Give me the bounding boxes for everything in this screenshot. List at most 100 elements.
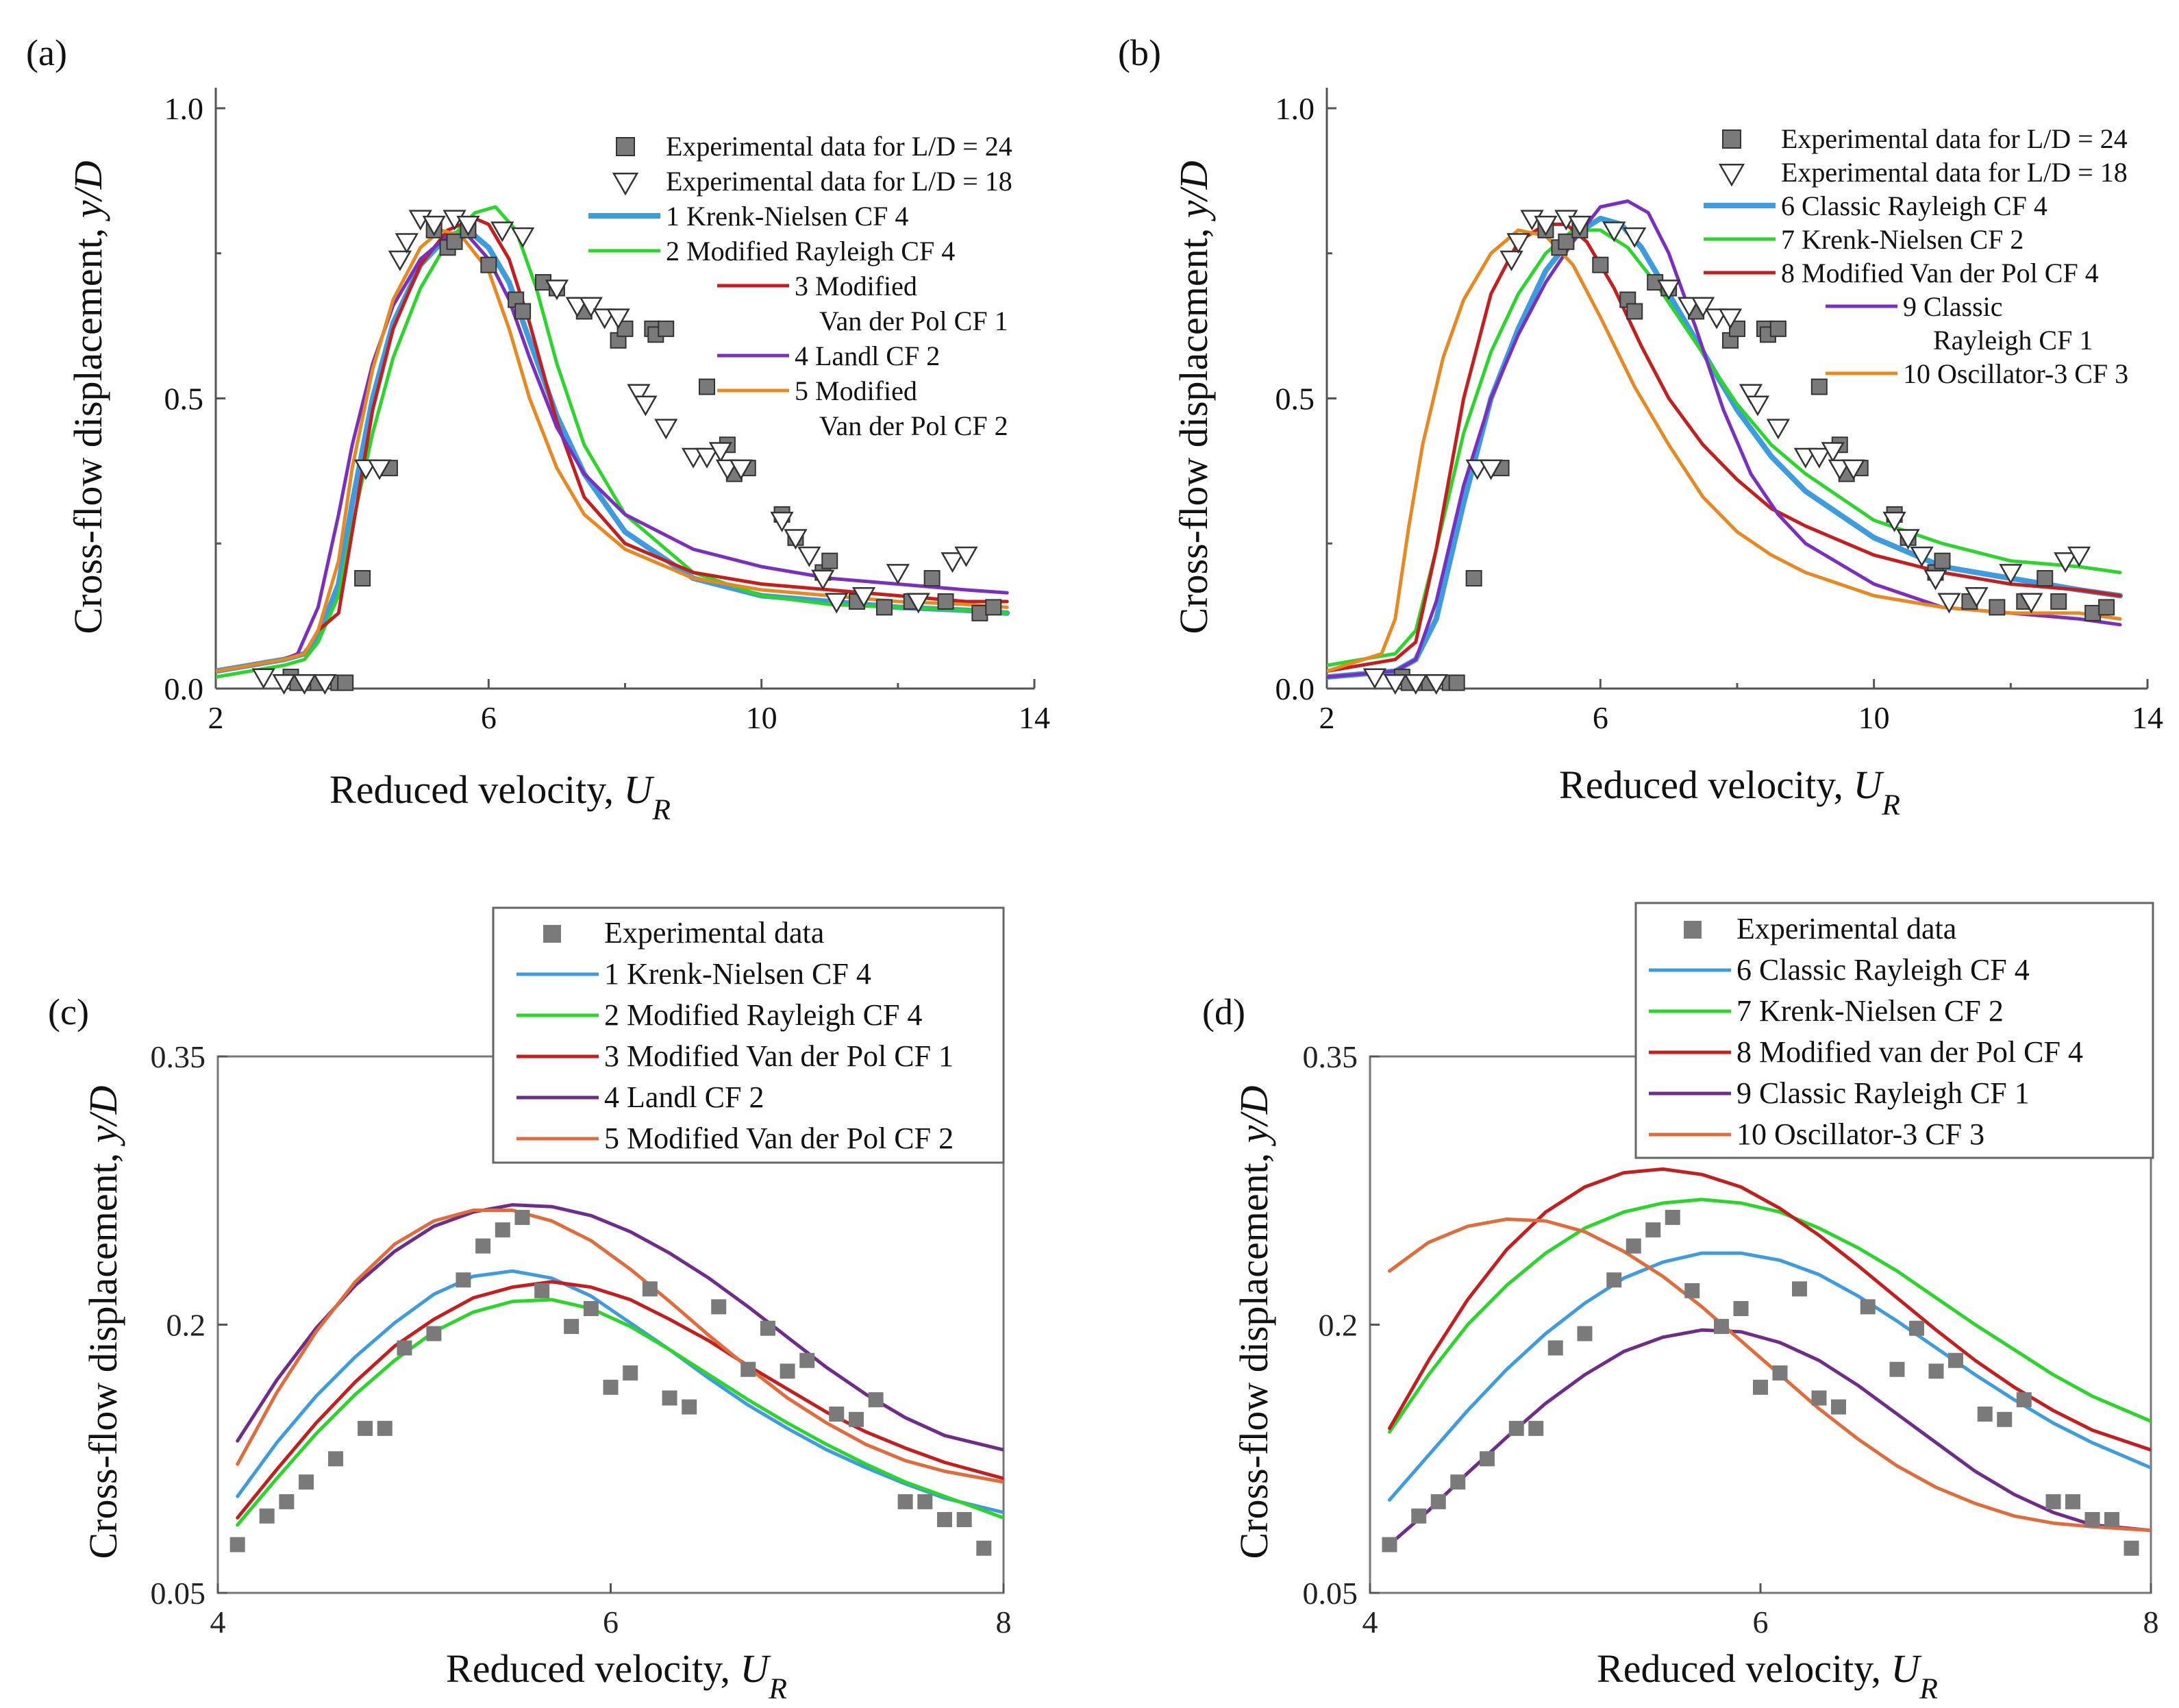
data-point-square: [956, 1511, 972, 1527]
data-point-square: [1382, 1537, 1397, 1552]
y-axis-title: Cross-flow displacement, y/D: [81, 1085, 125, 1559]
data-point-square: [299, 1474, 314, 1490]
data-point-square: [682, 1399, 697, 1415]
data-point-square: [2084, 1511, 2100, 1527]
data-point-square: [917, 1494, 933, 1509]
x-axis-title: Reduced velocity, UR: [1597, 1646, 1938, 1705]
panel-1: (a) 2 6 10 14 0.0 0.5 1.0 Experimental data for …: [26, 32, 1050, 735]
x-axis-title-part-2: R: [768, 1672, 787, 1705]
data-point-square: [603, 1379, 619, 1395]
y-tick-label: 0.0: [1275, 671, 1315, 706]
legend: Experimental data for L/D = 24Experiment…: [1704, 123, 2128, 389]
y-tick-label: 0.2: [166, 1308, 206, 1343]
series-line-4: [236, 1203, 1004, 1452]
series-line-3: [1388, 1167, 2151, 1452]
legend-square-icon: [1722, 129, 1741, 149]
data-point-square: [2016, 1392, 2032, 1408]
data-point-square: [2084, 604, 2102, 621]
panel-2: (b) 2 6 10 14 0.0 0.5 1.0 Experimental data for …: [1118, 32, 2163, 735]
data-point-triangle: [634, 395, 658, 417]
data-point-triangle: [545, 280, 569, 301]
data-point-square: [229, 1537, 245, 1552]
legend-label: Experimental data for L/D = 18: [1781, 157, 2128, 188]
data-point-square: [936, 1511, 952, 1527]
data-point-square: [1448, 674, 1465, 691]
y-tick-label: 0.35: [151, 1039, 206, 1074]
data-point-triangle: [1623, 227, 1647, 248]
data-point-square: [1450, 1474, 1466, 1490]
data-point-triangle: [2054, 552, 2078, 573]
x-axis-title-part-1: U: [1854, 763, 1885, 807]
data-point-triangle: [1910, 546, 1934, 567]
legend-triangle-icon: [1718, 164, 1745, 187]
data-point-square: [354, 570, 371, 587]
y-axis-title: Cross-flow displacement, y/D: [1232, 1085, 1276, 1559]
data-point-triangle: [456, 215, 480, 236]
x-axis-title-part-1: U: [624, 767, 656, 812]
x-tick-label: 6: [1753, 1605, 1769, 1639]
y-axis-title: Cross-flow displacement, y/D: [1171, 160, 1216, 634]
data-point-square: [1772, 1365, 1788, 1381]
data-point-triangle: [1896, 529, 1920, 550]
data-point-square: [760, 1320, 775, 1336]
legend: Experimental data 6 Classic Rayleigh CF 4…: [1634, 902, 2154, 1159]
legend-square-icon: [543, 925, 561, 943]
data-point-triangle: [1766, 419, 1791, 440]
data-point-triangle: [1362, 668, 1387, 689]
data-point-square: [2045, 1494, 2061, 1509]
series-line-4: [1327, 199, 2122, 679]
data-point-triangle: [1534, 215, 1558, 236]
legend-label: 2 Modified Rayleigh CF 4: [604, 998, 922, 1032]
data-point-square: [1729, 320, 1745, 337]
data-point-triangle: [1499, 250, 1523, 271]
data-point-triangle: [606, 308, 630, 330]
data-point-triangle: [941, 552, 964, 573]
data-point-square: [1714, 1319, 1729, 1335]
series-line-3: [236, 1280, 1004, 1520]
data-point-square: [328, 1451, 344, 1467]
legend-label: 1 Krenk-Nielsen CF 4: [666, 201, 908, 232]
data-point-square: [279, 1494, 295, 1509]
data-point-triangle: [1404, 674, 1428, 695]
data-point-triangle: [825, 593, 849, 614]
data-point-square: [2050, 593, 2067, 610]
data-point-square: [1577, 1326, 1593, 1341]
data-point-triangle: [1383, 674, 1407, 695]
data-point-square: [1626, 1238, 1641, 1254]
data-point-square: [397, 1340, 412, 1356]
data-point-square: [426, 1326, 442, 1341]
data-point-triangle: [695, 447, 719, 469]
series-line-2: [1388, 1198, 2151, 1434]
markers: [229, 1209, 992, 1556]
data-point-square: [1606, 1272, 1622, 1288]
y-tick-label: 0.05: [151, 1576, 206, 1611]
y-axis-title-part-1: y/D: [1171, 160, 1216, 221]
x-tick-label: 6: [1593, 700, 1608, 735]
legend-label: 5 Modified Van der Pol CF 2: [604, 1122, 954, 1155]
y-axis-title-part-1: y/D: [1232, 1085, 1276, 1146]
x-tick-label: 8: [2143, 1605, 2159, 1639]
data-point-square: [2037, 570, 2054, 587]
data-point-triangle: [490, 221, 514, 243]
data-point-square: [971, 604, 988, 621]
data-point-square: [475, 1238, 491, 1254]
x-axis-title-part-1: U: [740, 1646, 772, 1691]
data-point-triangle: [627, 384, 651, 405]
legend-label: 9 Classic: [1903, 291, 2003, 322]
legend-label: Experimental data for L/D = 24: [666, 131, 1012, 162]
legend-label: 7 Krenk-Nielsen CF 2: [1781, 224, 2024, 255]
data-point-square: [1547, 1340, 1563, 1356]
x-axis-title-part-0: Reduced velocity,: [1559, 763, 1853, 807]
series-line-5: [1327, 228, 2122, 673]
legend: Experimental data 1 Krenk-Nielsen CF 4 2 M…: [492, 906, 1005, 1164]
data-point-triangle: [272, 674, 296, 695]
data-point-square: [848, 1411, 864, 1427]
data-point-square: [1997, 1411, 2013, 1427]
data-point-triangle: [1739, 384, 1763, 405]
legend-label: Experimental data: [604, 916, 824, 950]
y-axis-title-part-0: Cross-flow displacement,: [1232, 1143, 1276, 1559]
data-point-triangle: [251, 668, 275, 689]
data-point-square: [358, 1420, 373, 1436]
data-point-square: [1684, 1283, 1700, 1298]
data-point-square: [642, 1281, 658, 1297]
